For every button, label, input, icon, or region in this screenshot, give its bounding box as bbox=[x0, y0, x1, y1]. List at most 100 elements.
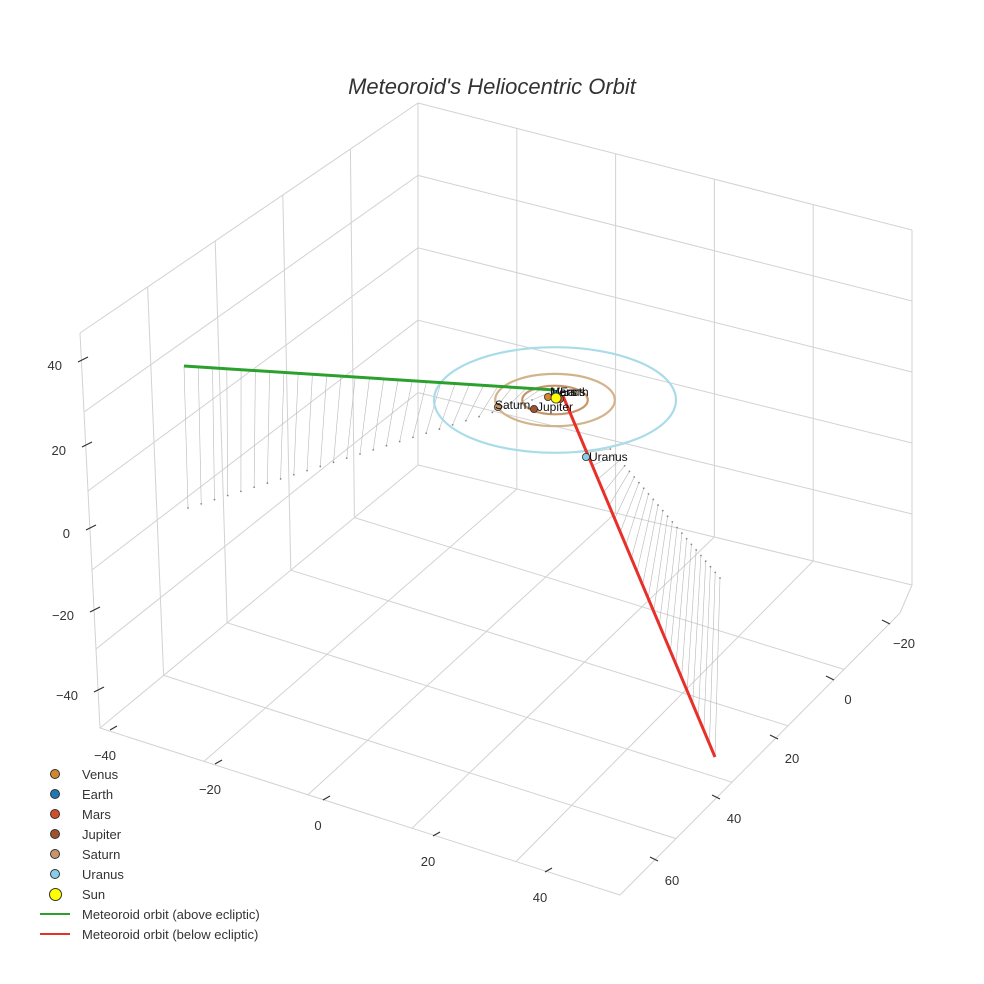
drop-line bbox=[608, 471, 630, 506]
drop-point bbox=[657, 504, 659, 506]
axis-ticks-layer: −40 −20 0 20 40 −20 0 20 40 60 40 20 0 −20 −40 bbox=[48, 356, 915, 905]
legend-label: Jupiter bbox=[82, 826, 122, 842]
drop-line bbox=[670, 533, 683, 652]
legend-item-meteoroid-orbit-above-ecliptic[interactable]: Meteoroid orbit (above ecliptic) bbox=[38, 904, 260, 924]
drop-point bbox=[412, 436, 414, 439]
legend-item-mars[interactable]: Mars bbox=[38, 804, 260, 824]
left-wall-grid-v bbox=[214, 240, 228, 623]
drop-line bbox=[253, 370, 256, 488]
legend-label: Meteoroid orbit (above ecliptic) bbox=[82, 906, 260, 922]
drop-line bbox=[658, 521, 673, 625]
legend-symbol bbox=[38, 904, 72, 924]
drop-point bbox=[609, 448, 612, 450]
drop-line bbox=[197, 366, 202, 504]
drop-point bbox=[719, 577, 721, 579]
legend-label: Saturn bbox=[82, 846, 121, 862]
legend-symbol bbox=[38, 764, 72, 784]
planet-marker-jupiter bbox=[530, 404, 539, 413]
drop-line bbox=[703, 566, 711, 731]
drop-line bbox=[619, 482, 640, 533]
orbit-ring bbox=[494, 372, 616, 428]
drop-point bbox=[504, 407, 507, 410]
tick-mark bbox=[544, 867, 553, 873]
legend-item-meteoroid-orbit-below-ecliptic[interactable]: Meteoroid orbit (below ecliptic) bbox=[38, 924, 260, 944]
drop-point bbox=[714, 571, 717, 574]
chart-title: Meteoroid's Heliocentric Orbit bbox=[348, 74, 636, 99]
drop-point bbox=[306, 469, 308, 472]
floor-grid-x bbox=[307, 512, 616, 796]
drop-line bbox=[636, 499, 654, 572]
drop-line bbox=[531, 389, 556, 401]
drop-point bbox=[491, 411, 494, 414]
drop-point bbox=[464, 419, 467, 422]
drop-line bbox=[439, 383, 456, 430]
drop-point bbox=[652, 498, 655, 501]
drop-point bbox=[614, 453, 617, 456]
drop-line bbox=[642, 505, 659, 585]
orbit-ring bbox=[432, 346, 678, 454]
drop-point bbox=[700, 554, 702, 557]
drop-line bbox=[306, 374, 313, 471]
z-tick-label: 40 bbox=[48, 358, 62, 373]
legend-item-jupiter[interactable]: Jupiter bbox=[38, 824, 260, 844]
drop-line bbox=[586, 448, 611, 453]
drop-line bbox=[465, 385, 484, 421]
drop-line bbox=[212, 367, 215, 500]
legend-symbol bbox=[38, 884, 72, 904]
legend-item-earth[interactable]: Earth bbox=[38, 784, 260, 804]
drop-point bbox=[695, 549, 698, 551]
x-tick-label: 40 bbox=[533, 890, 547, 905]
floor-grid-y bbox=[163, 674, 677, 840]
legend-label: Mars bbox=[82, 806, 111, 822]
drop-point bbox=[671, 521, 674, 523]
meteoroid-above-line bbox=[183, 364, 556, 392]
floor-grid-y bbox=[354, 517, 845, 670]
tick-mark bbox=[322, 795, 331, 801]
legend-symbol bbox=[38, 844, 72, 864]
drop-point bbox=[531, 399, 533, 401]
legend-symbol bbox=[38, 864, 72, 884]
drop-point bbox=[213, 498, 216, 501]
drop-point bbox=[279, 478, 282, 480]
drop-line bbox=[692, 555, 702, 705]
orbit-ring bbox=[521, 384, 589, 416]
drop-line bbox=[386, 379, 399, 446]
floor-grid-y bbox=[227, 622, 733, 783]
drop-point bbox=[628, 470, 631, 473]
drop-point bbox=[709, 565, 712, 568]
drop-line bbox=[346, 377, 356, 459]
y-tick-label: 40 bbox=[727, 811, 741, 826]
legend-label: Earth bbox=[82, 786, 114, 802]
y-tick-label: 60 bbox=[665, 873, 679, 888]
tick-mark bbox=[81, 441, 93, 448]
y-tick-label: 0 bbox=[844, 692, 851, 707]
drop-line bbox=[709, 572, 716, 744]
drop-point bbox=[240, 490, 242, 493]
drop-line bbox=[183, 365, 189, 509]
drop-point bbox=[425, 432, 428, 435]
z-tick-label: −40 bbox=[56, 688, 78, 703]
drop-point bbox=[642, 487, 645, 490]
drop-point bbox=[451, 424, 454, 426]
drop-line bbox=[320, 375, 327, 467]
z-tick-label: 0 bbox=[63, 526, 70, 541]
tick-mark bbox=[432, 831, 441, 837]
x-tick-label: −20 bbox=[199, 782, 221, 797]
drop-line bbox=[505, 387, 527, 409]
legend-label: Venus bbox=[82, 766, 119, 782]
drop-line bbox=[452, 384, 470, 426]
legend-symbol bbox=[38, 824, 72, 844]
left-wall-grid-v bbox=[349, 148, 355, 518]
legend: Venus Earth Mars Jupiter Saturn Uranus Sun Mete… bbox=[38, 764, 260, 944]
floor-grid-x bbox=[203, 488, 518, 762]
legend-item-saturn[interactable]: Saturn bbox=[38, 844, 260, 864]
drop-point bbox=[292, 473, 295, 476]
legend-item-uranus[interactable]: Uranus bbox=[38, 864, 260, 884]
legend-label: Sun bbox=[82, 886, 106, 902]
drop-point bbox=[690, 543, 693, 546]
x-tick-label: 0 bbox=[314, 818, 321, 833]
legend-item-sun[interactable]: Sun bbox=[38, 884, 260, 904]
drop-point bbox=[359, 453, 361, 455]
legend-item-venus[interactable]: Venus bbox=[38, 764, 260, 784]
